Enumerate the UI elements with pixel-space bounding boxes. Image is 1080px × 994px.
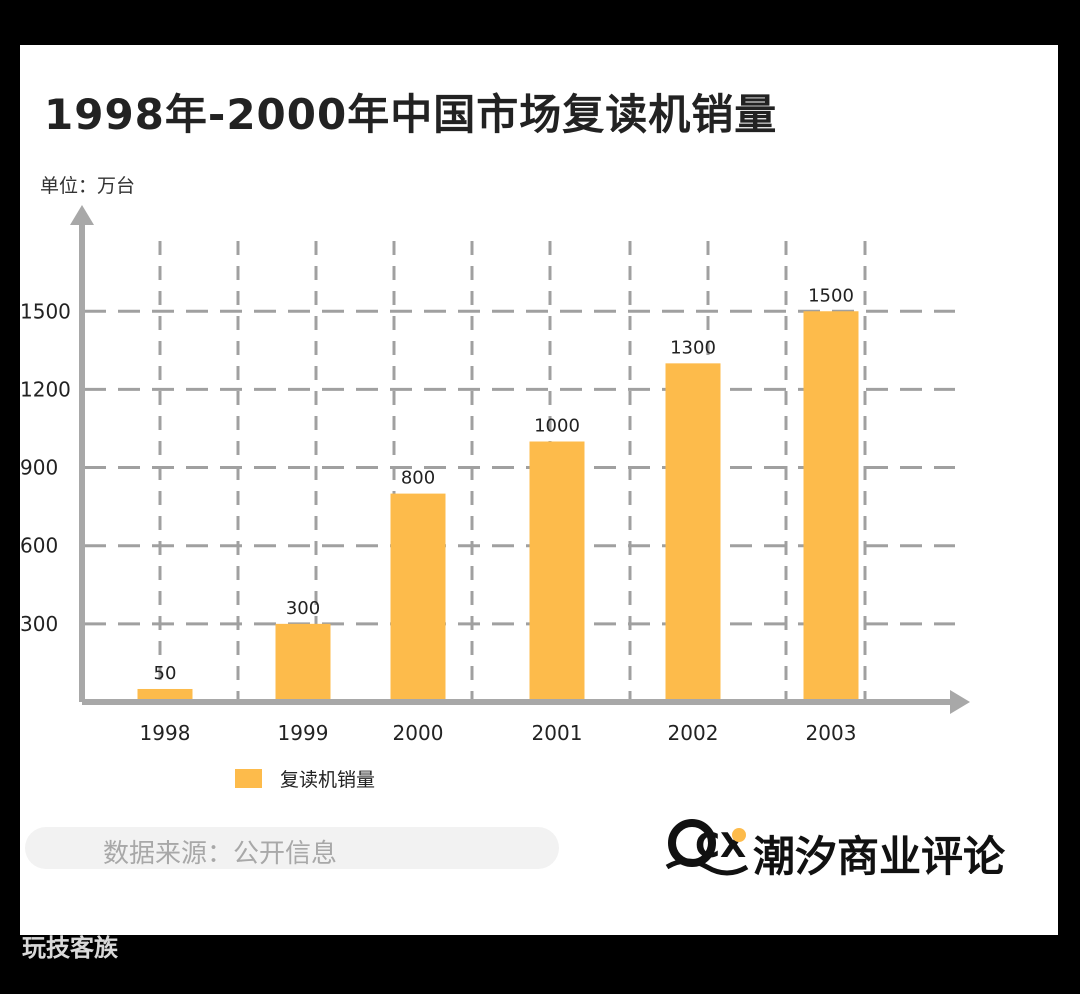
- chart-card: 1998年-2000年中国市场复读机销量 单位：万台 300 600 900 1200…: [20, 45, 1058, 935]
- x-tick-label: 2002: [668, 721, 719, 745]
- x-axis-arrow: [950, 690, 970, 714]
- source-text: 数据来源：公开信息: [103, 839, 338, 869]
- wave-cx-logo-icon: CX: [665, 819, 749, 876]
- bar-chart: 300 600 900 1200 1500 50 1998 300 1999 800 2000 100…: [20, 205, 970, 791]
- legend-label: 复读机销量: [280, 769, 375, 791]
- data-label: 1000: [534, 416, 580, 437]
- legend-swatch: [235, 769, 262, 788]
- source-pill: 数据来源：公开信息: [25, 827, 559, 869]
- y-tick-label: 1200: [20, 377, 71, 401]
- data-label: 800: [401, 468, 435, 489]
- x-tick-label: 1999: [278, 721, 329, 745]
- x-tick-label: 2003: [806, 721, 857, 745]
- y-tick-label: 300: [20, 612, 58, 636]
- y-tick-label: 900: [20, 456, 58, 480]
- bar: [275, 623, 331, 699]
- bar: [137, 688, 193, 699]
- y-tick-label: 1500: [20, 299, 71, 323]
- unit-label: 单位：万台: [40, 175, 136, 197]
- x-tick-label: 2001: [532, 721, 583, 745]
- bar: [803, 311, 859, 699]
- x-tick-label: 2000: [393, 721, 444, 745]
- brand-name: 潮汐商业评论: [753, 832, 1006, 881]
- bar: [390, 493, 446, 699]
- brand-logo: CX 潮汐商业评论: [665, 817, 1015, 881]
- data-label: 1300: [670, 337, 716, 358]
- bar: [665, 363, 721, 699]
- watermark-text: 玩技客族: [22, 934, 118, 962]
- data-label: 50: [154, 663, 177, 684]
- bar: [529, 441, 585, 699]
- chart-title: 1998年-2000年中国市场复读机销量: [44, 90, 778, 139]
- data-label: 1500: [808, 285, 854, 306]
- y-tick-label: 600: [20, 534, 58, 558]
- x-tick-label: 1998: [140, 721, 191, 745]
- data-label: 300: [286, 598, 320, 619]
- y-axis-arrow: [70, 205, 94, 225]
